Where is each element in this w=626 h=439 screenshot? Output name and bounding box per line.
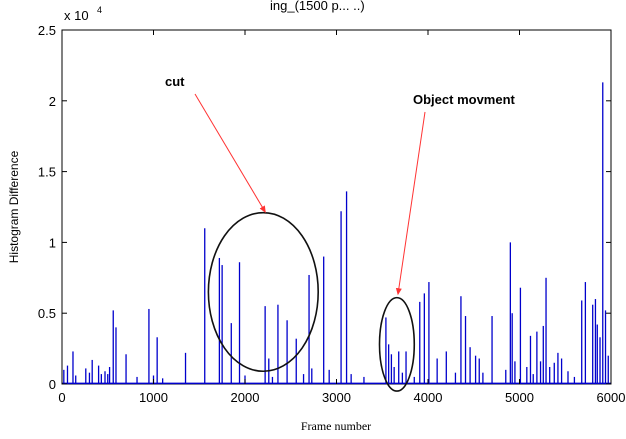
y-exponent-label: x 10	[64, 8, 89, 23]
y-tick-label: 2	[49, 94, 56, 109]
annotation-label: Object movment	[413, 92, 516, 107]
chart-title-fragment: ing_(1500 p... ..)	[270, 0, 365, 13]
ticks-group: 0 1000 2000 3000 4000 5000 6000 0 0.5 1 1.5 2 2.5	[38, 23, 626, 405]
highlight-ellipse	[207, 211, 319, 373]
y-axis-label: Histogram Difference	[7, 150, 21, 263]
x-tick-label: 2000	[231, 390, 260, 405]
y-tick-label: 1.5	[38, 165, 56, 180]
annotation-label: cut	[165, 74, 185, 89]
annotation-arrow	[194, 93, 266, 213]
y-tick-label: 1	[49, 235, 56, 250]
y-tick-label: 2.5	[38, 23, 56, 38]
x-tick-label: 0	[58, 390, 65, 405]
x-axis-label: Frame number	[301, 419, 371, 433]
x-tick-label: 1000	[139, 390, 168, 405]
y-tick-label: 0.5	[38, 306, 56, 321]
highlight-ellipse	[378, 296, 416, 392]
x-tick-label: 3000	[322, 390, 351, 405]
plot-frame	[61, 29, 612, 385]
x-tick-label: 4000	[414, 390, 443, 405]
y-tick-label: 0	[49, 377, 56, 392]
y-exponent-value: 4	[97, 5, 102, 15]
spikes-group	[62, 82, 611, 385]
annotation-arrow	[395, 111, 426, 296]
x-tick-label: 5000	[505, 390, 534, 405]
annotations-group: cut Object movment	[165, 74, 516, 392]
x-tick-label: 6000	[597, 390, 626, 405]
